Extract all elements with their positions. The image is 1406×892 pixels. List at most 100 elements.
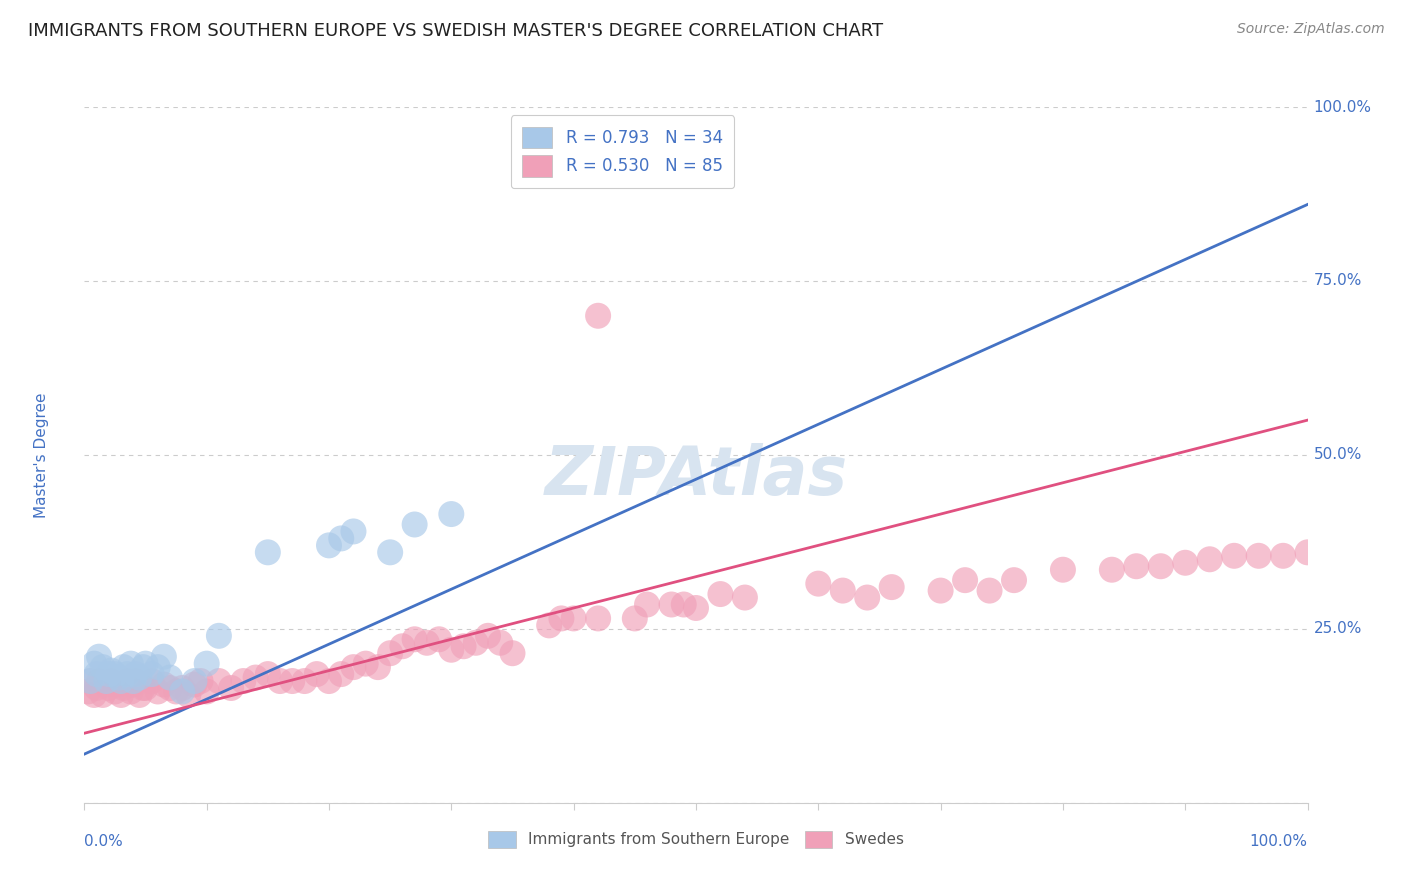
Point bbox=[391, 639, 413, 653]
Point bbox=[477, 629, 499, 643]
Point bbox=[122, 674, 145, 689]
Point bbox=[257, 667, 280, 681]
Point bbox=[318, 674, 340, 689]
Text: 75.0%: 75.0% bbox=[1313, 274, 1362, 288]
Point bbox=[208, 674, 231, 689]
Text: 25.0%: 25.0% bbox=[1313, 622, 1362, 636]
Point bbox=[107, 677, 129, 691]
Point bbox=[305, 667, 328, 681]
Point bbox=[146, 684, 169, 698]
Point bbox=[636, 598, 658, 612]
Point bbox=[856, 591, 879, 605]
Point bbox=[979, 583, 1001, 598]
Point bbox=[538, 618, 561, 632]
Point bbox=[685, 601, 707, 615]
Point bbox=[586, 309, 609, 323]
Point bbox=[453, 639, 475, 653]
Point bbox=[87, 649, 110, 664]
Point bbox=[77, 684, 100, 698]
Point bbox=[115, 674, 138, 689]
Point bbox=[624, 611, 647, 625]
Point bbox=[146, 660, 169, 674]
Point bbox=[104, 667, 127, 681]
Point bbox=[269, 674, 291, 689]
Point bbox=[1150, 559, 1173, 574]
Text: Source: ZipAtlas.com: Source: ZipAtlas.com bbox=[1237, 22, 1385, 37]
Point bbox=[257, 545, 280, 559]
Point bbox=[122, 677, 145, 691]
Point bbox=[165, 684, 187, 698]
Point bbox=[153, 677, 176, 691]
Point bbox=[96, 674, 118, 689]
Point bbox=[281, 674, 304, 689]
Point bbox=[831, 583, 853, 598]
Point bbox=[125, 674, 148, 689]
Point bbox=[880, 580, 903, 594]
Point bbox=[183, 674, 205, 689]
Point bbox=[416, 636, 439, 650]
Point bbox=[330, 667, 353, 681]
Point bbox=[550, 611, 572, 625]
Point bbox=[128, 688, 150, 702]
Point bbox=[83, 688, 105, 702]
Point bbox=[104, 684, 127, 698]
Point bbox=[87, 674, 110, 689]
Point bbox=[100, 664, 122, 678]
Point bbox=[195, 684, 218, 698]
Point bbox=[79, 674, 101, 689]
Point bbox=[661, 598, 683, 612]
Point bbox=[177, 688, 200, 702]
Point bbox=[1125, 559, 1147, 574]
Point bbox=[159, 671, 181, 685]
Text: 100.0%: 100.0% bbox=[1250, 834, 1308, 849]
Point bbox=[208, 629, 231, 643]
Point bbox=[112, 681, 135, 695]
Point bbox=[330, 532, 353, 546]
Point bbox=[342, 524, 364, 539]
Text: ZIPAtlas: ZIPAtlas bbox=[544, 442, 848, 508]
Point bbox=[183, 677, 205, 691]
Point bbox=[97, 667, 120, 681]
Point bbox=[807, 576, 830, 591]
Point bbox=[709, 587, 731, 601]
Point bbox=[1174, 556, 1197, 570]
Point bbox=[91, 688, 114, 702]
Point bbox=[153, 649, 176, 664]
Point bbox=[734, 591, 756, 605]
Point bbox=[427, 632, 450, 647]
Point bbox=[1052, 563, 1074, 577]
Point bbox=[294, 674, 316, 689]
Point bbox=[190, 674, 212, 689]
Point bbox=[100, 674, 122, 689]
Point bbox=[1272, 549, 1295, 563]
Text: 100.0%: 100.0% bbox=[1313, 100, 1372, 114]
Point bbox=[97, 681, 120, 695]
Point bbox=[86, 681, 108, 695]
Text: 50.0%: 50.0% bbox=[1313, 448, 1362, 462]
Text: 0.0%: 0.0% bbox=[84, 834, 124, 849]
Point bbox=[195, 657, 218, 671]
Point bbox=[1198, 552, 1220, 566]
Point bbox=[107, 671, 129, 685]
Point bbox=[135, 681, 157, 695]
Point bbox=[110, 674, 132, 689]
Point bbox=[1223, 549, 1246, 563]
Point bbox=[125, 667, 148, 681]
Point bbox=[141, 674, 163, 689]
Point bbox=[172, 681, 194, 695]
Point bbox=[115, 667, 138, 681]
Point bbox=[440, 642, 463, 657]
Point bbox=[501, 646, 523, 660]
Point bbox=[929, 583, 952, 598]
Point bbox=[132, 660, 155, 674]
Text: Master's Degree: Master's Degree bbox=[34, 392, 49, 517]
Point bbox=[132, 681, 155, 695]
Point bbox=[586, 611, 609, 625]
Point bbox=[172, 684, 194, 698]
Point bbox=[380, 545, 402, 559]
Point bbox=[342, 660, 364, 674]
Point bbox=[464, 636, 486, 650]
Point bbox=[86, 667, 108, 681]
Point bbox=[135, 657, 157, 671]
Legend: Immigrants from Southern Europe, Swedes: Immigrants from Southern Europe, Swedes bbox=[482, 824, 910, 855]
